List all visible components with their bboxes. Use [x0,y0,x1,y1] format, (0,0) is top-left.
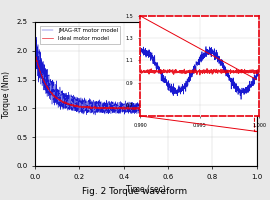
Bar [254,80,256,131]
JMAG-RT motor model [118,109,122,112]
Ideal motor model [134,108,137,111]
Text: Fig. 2 Torque waveform: Fig. 2 Torque waveform [82,187,188,196]
JMAG-RT motor model [34,29,37,31]
Ideal motor model [135,107,139,109]
Ideal motor model [255,107,258,109]
Line: Ideal motor model: Ideal motor model [35,54,256,110]
JMAG-RT motor model [74,106,77,108]
JMAG-RT motor model [216,104,219,107]
JMAG-RT motor model [33,44,37,46]
Line: JMAG-RT motor model: JMAG-RT motor model [35,30,256,115]
Legend: JMAG-RT motor model, Ideal motor model: JMAG-RT motor model, Ideal motor model [40,26,120,44]
X-axis label: Time (sec): Time (sec) [126,185,166,194]
JMAG-RT motor model [199,107,202,110]
JMAG-RT motor model [178,103,181,106]
JMAG-RT motor model [166,109,170,111]
Ideal motor model [208,107,211,109]
Y-axis label: Torque (Nm): Torque (Nm) [2,71,11,117]
Ideal motor model [249,107,252,109]
Ideal motor model [141,108,144,111]
Ideal motor model [248,107,252,109]
JMAG-RT motor model [255,108,258,111]
Ideal motor model [45,84,48,87]
JMAG-RT motor model [93,114,97,116]
Ideal motor model [33,53,37,55]
